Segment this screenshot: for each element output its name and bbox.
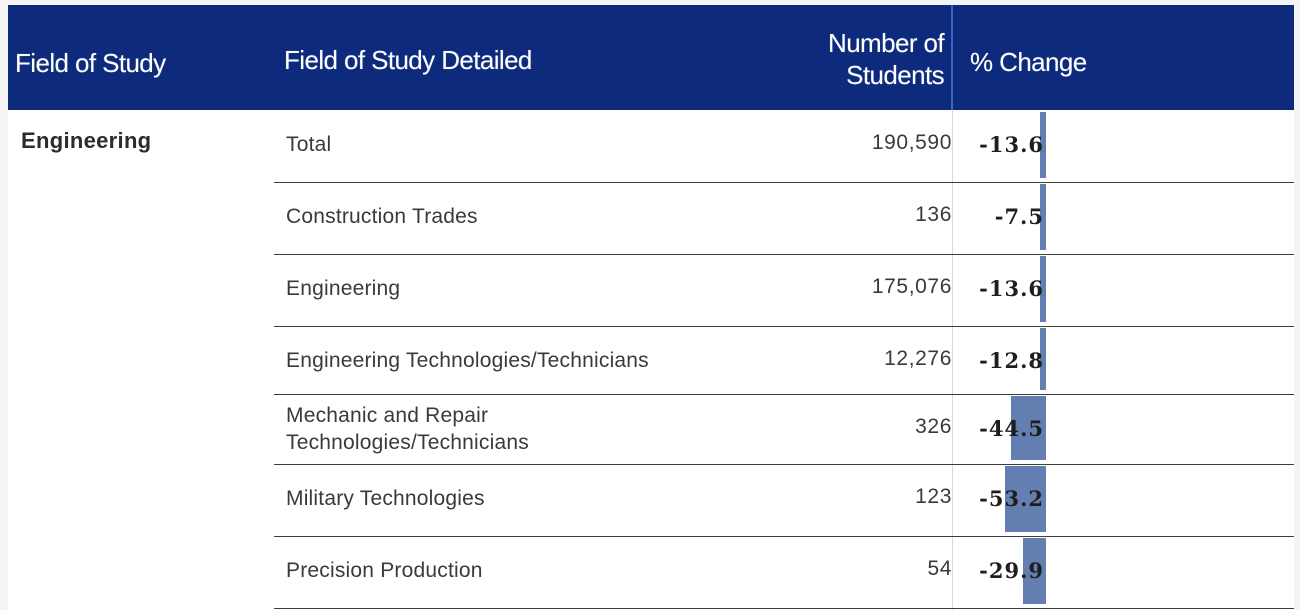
percent-change-bar [1022,538,1046,604]
number-of-students-cell: 190,590 [871,131,952,154]
table-row[interactable]: Engineering Technologies/Technicians 12,2… [274,326,1294,395]
percent-change-value: -12.8 [979,348,1044,373]
field-detailed-line1: Engineering Technologies/Technicians [286,349,649,372]
field-detailed-line1: Construction Trades [286,205,478,228]
table-row[interactable]: Precision Production 54 -29.9 [274,536,1294,609]
table-row[interactable]: Military Technologies 123 -53.2 [274,464,1294,537]
field-detailed-line1: Military Technologies [286,487,485,510]
percent-change-bar [1040,328,1046,390]
field-detailed-cell: Military Technologies [286,485,485,512]
number-of-students-cell: 123 [915,485,952,508]
percent-change-value: -44.5 [979,416,1044,441]
header-divider [951,5,953,110]
percent-change-value: -53.2 [979,486,1044,511]
table-header: Field of Study Field of Study Detailed N… [8,5,1294,110]
field-detailed-line1: Mechanic and Repair [286,404,489,427]
percent-change-bar [1040,256,1046,322]
header-number-line1: Number of [828,28,945,58]
percent-change-value: -13.6 [979,132,1044,157]
table-row[interactable]: Total 190,590 -13.6 [274,110,1294,183]
table-row[interactable]: Mechanic and Repair Technologies/Technici… [274,394,1294,465]
field-detailed-line1: Total [286,133,332,156]
header-percent-change[interactable]: % Change [970,47,1087,77]
table-row[interactable]: Construction Trades 136 -7.5 [274,182,1294,255]
field-detailed-line2: Technologies/Technicians [286,431,529,454]
field-detailed-cell: Engineering Technologies/Technicians [286,347,649,374]
number-of-students-cell: 54 [927,557,952,580]
percent-change-bar [1040,184,1046,250]
number-of-students-cell: 175,076 [871,275,952,298]
table-frame: Field of Study Field of Study Detailed N… [8,5,1294,610]
header-number-line2: Students [846,60,944,90]
field-detailed-cell: Engineering [286,275,400,302]
header-number-of-students[interactable]: Number of Students [784,27,945,91]
number-of-students-cell: 136 [915,203,952,226]
field-detailed-line1: Precision Production [286,559,483,582]
percent-change-value: -29.9 [979,558,1044,583]
table-row[interactable]: Engineering 175,076 -13.6 [274,254,1294,327]
field-detailed-cell: Mechanic and Repair Technologies/Technici… [286,402,529,456]
percent-change-value: -7.5 [994,204,1044,229]
percent-change-value: -13.6 [979,276,1044,301]
number-of-students-cell: 12,276 [884,347,952,370]
field-detailed-cell: Precision Production [286,557,483,584]
field-detailed-line1: Engineering [286,277,401,300]
percent-change-bar [1011,396,1046,460]
field-detailed-cell: Construction Trades [286,203,478,230]
number-of-students-cell: 326 [915,415,952,438]
column-divider [952,110,953,610]
field-of-study-cell: Engineering [21,128,152,153]
header-field-of-study[interactable]: Field of Study [15,48,166,78]
header-field-of-study-detailed[interactable]: Field of Study Detailed [284,45,532,75]
field-detailed-cell: Total [286,131,331,158]
percent-change-bar [1004,466,1046,532]
percent-change-bar [1040,112,1046,178]
